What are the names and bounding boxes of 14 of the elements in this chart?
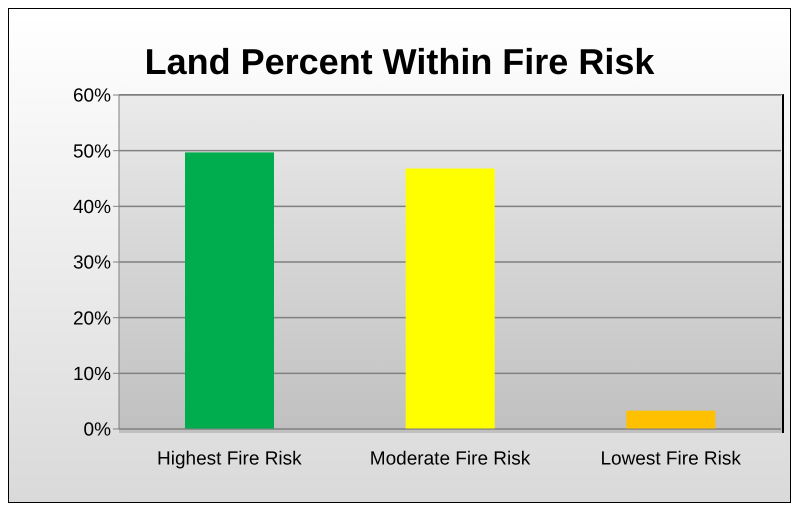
y-tick-label: 60% — [72, 86, 112, 107]
chart-title: Land Percent Within Fire Risk — [144, 41, 656, 83]
y-tick-label: 30% — [72, 252, 112, 274]
x-tick-label: Moderate Fire Risk — [370, 448, 531, 470]
bar — [406, 168, 495, 429]
bar — [626, 410, 716, 429]
y-tick-label: 10% — [72, 364, 112, 386]
x-tick-label: Lowest Fire Risk — [600, 448, 742, 470]
y-tick-label: 0% — [84, 420, 112, 441]
bar — [185, 152, 274, 429]
x-tick-label: Highest Fire Risk — [157, 448, 302, 470]
y-tick-label: 50% — [72, 141, 112, 162]
y-tick-label: 20% — [72, 308, 112, 330]
y-tick-label: 40% — [72, 197, 112, 218]
